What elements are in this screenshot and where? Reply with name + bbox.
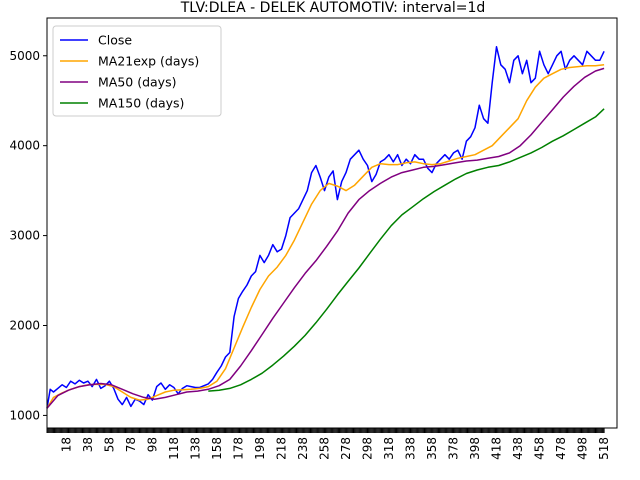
legend: Close MA21exp (days) MA50 (days) MA150 (day… xyxy=(52,25,222,117)
x-tick-label: 338 xyxy=(404,437,418,460)
y-tick-label: 5000 xyxy=(9,49,40,63)
x-tick-label: 198 xyxy=(253,437,267,460)
legend-box xyxy=(52,25,222,117)
x-tick-label: 498 xyxy=(576,437,590,460)
y-tick-label: 4000 xyxy=(9,139,40,153)
y-tick-label: 3000 xyxy=(9,229,40,243)
x-tick-label: 318 xyxy=(382,437,396,460)
x-tick-label: 458 xyxy=(533,437,547,460)
y-tick-label: 1000 xyxy=(9,408,40,422)
x-tick-label: 278 xyxy=(339,437,353,460)
series-line-ma150 xyxy=(208,108,605,392)
x-tick-label: 178 xyxy=(231,437,245,460)
x-tick-label: 138 xyxy=(188,437,202,460)
plot-area: 1000 2000 3000 4000 5000 18 38 58 78 98 118 138 158 1… xyxy=(9,46,611,460)
x-tick-label: 58 xyxy=(102,437,116,452)
series-line-ma50 xyxy=(46,67,605,409)
legend-label: MA21exp (days) xyxy=(98,54,199,69)
x-tick-label: 298 xyxy=(360,437,374,460)
y-tick-label: 2000 xyxy=(9,319,40,333)
legend-label: Close xyxy=(98,33,132,48)
x-tick-label: 438 xyxy=(511,437,525,460)
x-tick-label: 98 xyxy=(145,437,159,452)
x-tick-label: 398 xyxy=(468,437,482,460)
x-tick-label: 158 xyxy=(210,437,224,460)
x-tick-label: 18 xyxy=(59,437,73,452)
x-tick-label: 518 xyxy=(597,437,611,460)
x-tick-label: 358 xyxy=(425,437,439,460)
x-tick-label: 238 xyxy=(296,437,310,460)
plot-frame xyxy=(46,17,618,429)
legend-label: MA50 (days) xyxy=(98,75,176,90)
x-tick-label: 78 xyxy=(124,437,138,452)
legend-label: MA150 (days) xyxy=(98,96,184,111)
chart-title: TLV:DLEA - DELEK AUTOMOTIV: interval=1d xyxy=(180,0,486,16)
x-tick-label: 38 xyxy=(81,437,95,452)
series-line-ma21exp xyxy=(46,64,605,409)
x-axis-dense-ticks xyxy=(46,428,605,433)
x-tick-label: 218 xyxy=(274,437,288,460)
x-tick-label: 418 xyxy=(490,437,504,460)
x-tick-label: 478 xyxy=(554,437,568,460)
x-tick-label: 378 xyxy=(447,437,461,460)
x-tick-label: 258 xyxy=(317,437,331,460)
x-tick-label: 118 xyxy=(167,437,181,460)
